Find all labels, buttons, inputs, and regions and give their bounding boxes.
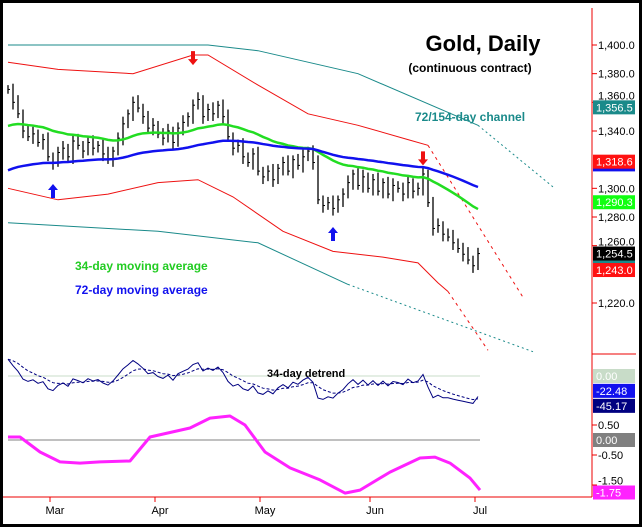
- channel-upper-outer-projection: [477, 124, 554, 188]
- ma72-line: [7, 139, 479, 189]
- arrow-up-icon: [48, 184, 58, 199]
- arrow-down-icon: [188, 51, 198, 66]
- arrow-up-icon: [328, 227, 338, 242]
- y-tick-label: 1,340.0: [598, 126, 635, 138]
- detrend-annotation: 34-day detrend: [267, 368, 345, 380]
- y-tick-label: 1,280.0: [598, 212, 635, 224]
- detrend-label: -22.48: [596, 386, 627, 398]
- price-label-tag: [593, 195, 635, 210]
- cycle-label: -1.75: [596, 488, 621, 500]
- detrend-line: [7, 358, 479, 404]
- price-label-tag: [593, 263, 635, 278]
- price-label: 1,356.5: [596, 102, 633, 114]
- channel-annotation: 72/154-day channel: [415, 110, 525, 124]
- y-tick-label: 1,360.0: [598, 90, 635, 102]
- channel-upper-inner: [7, 54, 429, 146]
- x-tick-label: Jun: [366, 505, 384, 517]
- price-label-tag: [593, 100, 635, 115]
- detrend-label-tag: [593, 398, 635, 413]
- price-label-tag: [593, 154, 635, 169]
- channel-lower-value-tag: [593, 256, 635, 267]
- cycle-tick-label: 0.50: [598, 420, 619, 432]
- channel-lower-inner: [7, 179, 449, 292]
- x-tick-label: May: [255, 505, 276, 517]
- y-tick-label: 1,400.0: [598, 40, 635, 52]
- x-tick-label: Mar: [46, 505, 65, 517]
- cycle-tick-label: -0.50: [598, 450, 623, 462]
- y-tick-label: 1,220.0: [598, 298, 635, 310]
- detrend-label: 0.00: [596, 371, 617, 383]
- price-label-tag: [593, 246, 635, 261]
- ma34-annotation: 34-day moving average: [75, 259, 208, 273]
- cycle-tick-label: -1.50: [598, 476, 623, 488]
- cycle-line: [8, 414, 482, 495]
- ma72-annotation: 72-day moving average: [75, 283, 208, 297]
- channel-upper-inner-projection: [427, 145, 524, 298]
- cycle-label: 0.00: [596, 435, 617, 447]
- chart-subtitle: (continuous contract): [408, 61, 531, 75]
- channel-lower-outer: [7, 222, 349, 285]
- channel-upper-outer: [8, 44, 479, 126]
- cycle-label-tag: [593, 485, 635, 500]
- ma34-line: [7, 122, 479, 211]
- cycle-label-tag: [593, 433, 635, 447]
- y-tick-label: 1,300.0: [598, 183, 635, 195]
- y-tick-label: 1,260.0: [598, 237, 635, 249]
- channel-lower-inner-projection: [447, 291, 489, 351]
- y-tick-label: 1,380.0: [598, 69, 635, 81]
- channel-lower-outer-projection: [347, 283, 534, 353]
- chart-title: Gold, Daily: [426, 31, 542, 56]
- x-tick-label: Apr: [151, 505, 168, 517]
- x-tick-label: Jul: [473, 505, 487, 517]
- arrow-down-icon: [418, 151, 428, 166]
- detrend-label: -45.17: [596, 401, 627, 413]
- price-label: 1,318.6: [596, 157, 633, 169]
- price-label: 1,243.0: [596, 265, 633, 277]
- price-label: 1,254.5: [596, 249, 633, 261]
- price-label: 1,290.3: [596, 197, 633, 209]
- detrend-label-tag: [593, 383, 635, 398]
- detrend-label-tag: [593, 369, 635, 383]
